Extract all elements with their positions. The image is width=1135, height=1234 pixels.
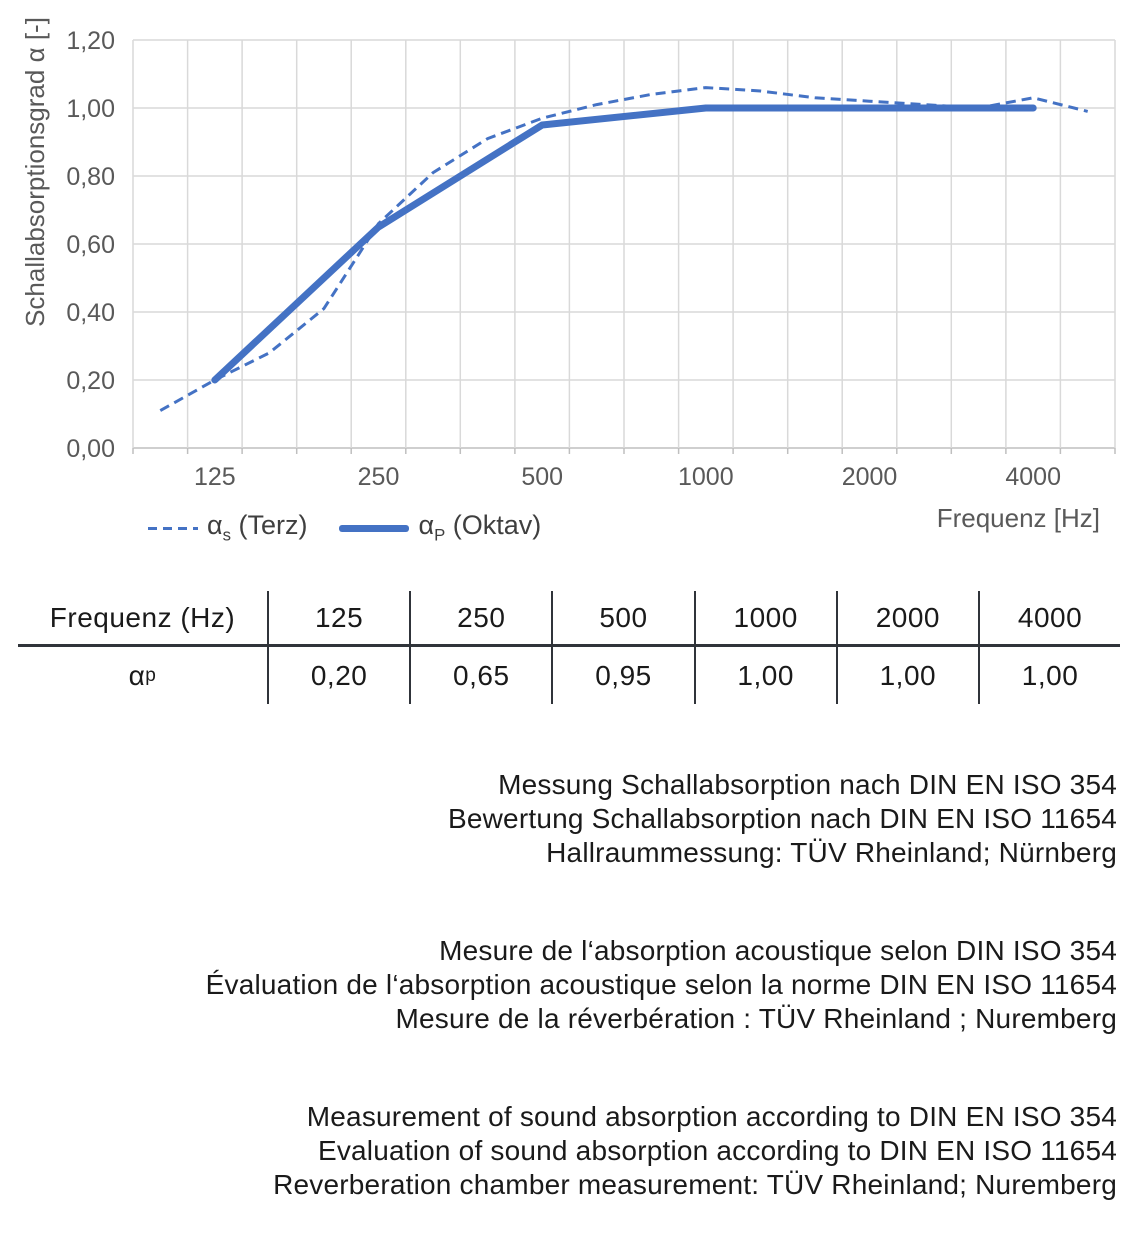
notes-french: Mesure de l‘absorption acoustique selon … xyxy=(18,934,1117,1036)
absorption-table: Frequenz (Hz) 125 250 500 1000 2000 4000… xyxy=(18,591,1121,704)
table-header-col: 250 xyxy=(409,591,552,647)
table-header-col: 1000 xyxy=(693,591,836,647)
table-header-col: 125 xyxy=(267,591,410,647)
y-tick-label: 0,00 xyxy=(66,435,115,463)
table-header-frequency: Frequenz (Hz) xyxy=(18,591,267,647)
y-tick-label: 1,20 xyxy=(66,27,115,55)
table-header-col: 500 xyxy=(551,591,694,647)
y-tick-label: 0,60 xyxy=(66,231,115,259)
legend: αs (Terz) αP (Oktav) xyxy=(148,510,541,545)
note-line: Messung Schallabsorption nach DIN EN ISO… xyxy=(498,769,1117,800)
legend-label-oktav: αP (Oktav) xyxy=(418,510,541,545)
x-tick-label: 4000 xyxy=(1005,463,1061,491)
note-line: Mesure de la réverbération : TÜV Rheinla… xyxy=(395,1003,1117,1034)
table-value: 1,00 xyxy=(977,647,1120,704)
note-line: Evaluation of sound absorption according… xyxy=(317,1135,1117,1166)
y-tick-label: 1,00 xyxy=(66,95,115,123)
table-value: 1,00 xyxy=(835,647,978,704)
table-value: 0,20 xyxy=(267,647,409,704)
table-value: 0,95 xyxy=(551,647,693,704)
note-line: Hallraummessung: TÜV Rheinland; Nürnberg xyxy=(546,837,1117,868)
x-axis-unit-label: Frequenz [Hz] xyxy=(937,503,1100,533)
note-line: Bewertung Schallabsorption nach DIN EN I… xyxy=(447,803,1117,834)
legend-subscript: P xyxy=(434,525,446,545)
x-tick-label: 1000 xyxy=(678,463,734,491)
legend-text: (Terz) xyxy=(230,510,308,541)
note-line: Mesure de l‘absorption acoustique selon … xyxy=(439,935,1117,966)
notes-german: Messung Schallabsorption nach DIN EN ISO… xyxy=(18,768,1117,870)
table-value: 1,00 xyxy=(693,647,836,704)
notes-english: Measurement of sound absorption accordin… xyxy=(18,1100,1117,1202)
y-tick-label: 0,20 xyxy=(66,367,115,395)
legend-item-terz: αs (Terz) xyxy=(148,510,307,545)
table-value: 0,65 xyxy=(409,647,551,704)
sound-absorption-chart: Schallabsorptionsgrad α [-] Frequenz [Hz… xyxy=(0,0,1135,562)
note-line: Évaluation de l‘absorption acoustique se… xyxy=(205,969,1117,1000)
table-header-col: 2000 xyxy=(835,591,978,647)
x-axis-tick-labels: 125 250 500 1000 2000 4000 xyxy=(194,463,1061,491)
y-axis-title: Schallabsorptionsgrad α [-] xyxy=(20,17,50,327)
legend-label-terz: αs (Terz) xyxy=(207,510,307,545)
gridlines xyxy=(132,39,1116,454)
note-line: Measurement of sound absorption accordin… xyxy=(306,1101,1117,1132)
legend-text: (Oktav) xyxy=(445,510,542,541)
measurement-notes: Messung Schallabsorption nach DIN EN ISO… xyxy=(18,768,1117,1234)
alpha-subscript: p xyxy=(145,664,157,686)
chart-canvas: Schallabsorptionsgrad α [-] Frequenz [Hz… xyxy=(20,17,1116,533)
y-tick-label: 0,40 xyxy=(66,299,115,327)
solid-line-sample xyxy=(339,524,410,532)
table-header-col: 4000 xyxy=(977,591,1121,647)
legend-item-oktav: αP (Oktav) xyxy=(339,510,541,545)
y-tick-label: 0,80 xyxy=(66,163,115,191)
series-line-solid xyxy=(211,104,1037,384)
x-tick-label: 250 xyxy=(358,463,400,491)
legend-subscript: s xyxy=(222,525,231,545)
legend-symbol: α xyxy=(418,510,435,541)
note-line: Reverberation chamber measurement: TÜV R… xyxy=(273,1169,1117,1200)
x-tick-label: 500 xyxy=(521,463,563,491)
x-tick-label: 2000 xyxy=(842,463,898,491)
alpha-symbol: α xyxy=(128,659,146,691)
y-axis-tick-labels: 0,00 0,20 0,40 0,60 0,80 1,00 1,20 xyxy=(66,27,115,463)
legend-symbol: α xyxy=(207,510,223,541)
dashed-line-sample xyxy=(148,526,198,530)
x-tick-label: 125 xyxy=(194,463,236,491)
